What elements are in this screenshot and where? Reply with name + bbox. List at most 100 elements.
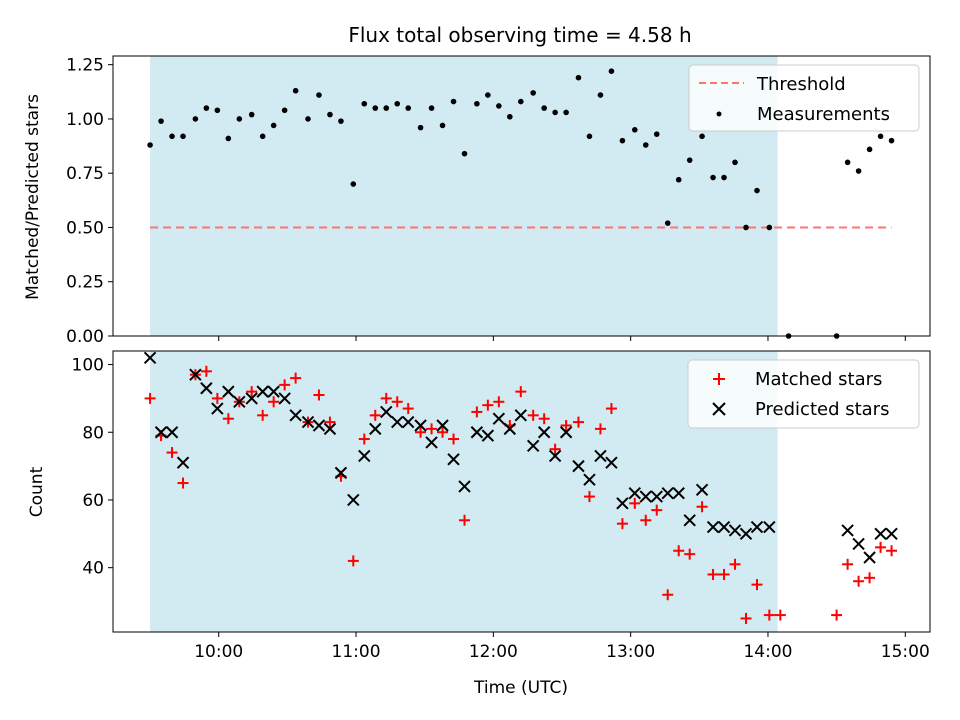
- matched-star-point: [583, 491, 595, 503]
- matched-star-point: [707, 568, 719, 580]
- y-tick-label: 0.75: [66, 164, 104, 184]
- legend-predicted-label: Predicted stars: [755, 399, 889, 420]
- legend-measurements-swatch: [716, 111, 722, 117]
- predicted-star-point: [583, 473, 596, 486]
- predicted-star-point: [289, 409, 302, 422]
- predicted-star-point: [616, 497, 629, 510]
- predicted-star-point: [605, 456, 618, 469]
- predicted-star-point: [301, 415, 315, 429]
- x-tick-label: 15:00: [881, 642, 930, 662]
- matched-star-point: [763, 609, 775, 621]
- matched-star-point: [751, 579, 763, 591]
- observing-window-rect: [150, 351, 778, 632]
- predicted-star-point: [323, 422, 337, 436]
- matched-star-points: [144, 365, 898, 624]
- predicted-star-point: [594, 449, 607, 463]
- measurement-point: [710, 174, 716, 181]
- measurement-point: [888, 137, 895, 144]
- matched-star-point: [560, 419, 572, 431]
- measurement-point: [552, 109, 558, 116]
- predicted-star-point: [492, 412, 506, 425]
- matched-star-point: [842, 558, 854, 570]
- matched-star-point: [673, 545, 685, 557]
- measurement-point: [686, 157, 693, 163]
- measurement-point: [563, 109, 569, 116]
- matched-star-point: [493, 396, 505, 408]
- matched-star-point: [290, 372, 302, 384]
- predicted-star-point: [885, 527, 898, 541]
- predicted-star-point: [661, 486, 674, 500]
- predicted-star-point: [852, 537, 865, 551]
- measurement-point: [439, 122, 446, 129]
- matched-star-point: [200, 365, 212, 377]
- chart-title: Flux total observing time = 4.58 h: [348, 23, 691, 47]
- measurement-point: [203, 105, 210, 111]
- ratio-panel: 0.00 0.25 0.50 0.75 1.00 1.25 Matched/Predict…: [23, 55, 931, 347]
- matched-star-point: [662, 589, 674, 601]
- matched-star-point: [471, 406, 483, 418]
- predicted-star-point: [481, 429, 495, 442]
- predicted-star-point: [233, 395, 246, 408]
- predicted-star-point: [639, 490, 652, 503]
- measurement-point: [259, 133, 266, 140]
- measurement-point: [675, 176, 682, 183]
- predicted-star-point: [278, 392, 291, 405]
- y-tick-label: 0.00: [66, 327, 104, 347]
- legend-measurements-label: Measurements: [757, 104, 890, 125]
- measurement-point: [180, 133, 186, 140]
- x-axis-label: Time (UTC): [473, 678, 568, 698]
- predicted-star-point: [436, 419, 449, 432]
- measurement-point: [877, 133, 884, 140]
- predicted-star-point: [503, 422, 517, 436]
- measurement-point: [236, 116, 243, 122]
- predicted-star-point: [334, 466, 348, 480]
- predicted-star-point: [750, 520, 764, 534]
- predicted-star-point: [380, 405, 393, 419]
- matched-star-point: [740, 612, 752, 624]
- predicted-star-point: [728, 524, 742, 537]
- legend-predicted-swatch: [712, 402, 726, 416]
- measurement-point: [642, 142, 649, 148]
- predicted-star-point: [650, 490, 663, 503]
- predicted-star-point: [863, 551, 876, 564]
- predicted-star-point: [347, 493, 360, 507]
- measurement-point: [450, 98, 457, 105]
- measurement-point: [327, 111, 333, 118]
- ratio-y-axis-label: Matched/Predicted stars: [23, 94, 43, 300]
- measurement-point: [631, 126, 638, 133]
- x-tick-label: 11:00: [332, 642, 381, 662]
- measurement-point: [507, 113, 513, 120]
- measurement-point: [372, 105, 379, 111]
- x-tick-label: 14:00: [743, 642, 792, 662]
- matched-star-point: [459, 514, 471, 526]
- measurement-point: [597, 92, 604, 98]
- measurement-point: [281, 107, 288, 114]
- matched-star-point: [211, 392, 223, 404]
- matched-star-point: [144, 392, 156, 404]
- matched-star-point: [257, 409, 269, 421]
- matched-star-point: [594, 423, 606, 435]
- predicted-star-point: [514, 409, 528, 422]
- predicted-star-points: [143, 351, 898, 564]
- predicted-star-point: [559, 426, 573, 439]
- predicted-star-point: [267, 385, 280, 398]
- measurement-point: [214, 107, 221, 114]
- predicted-star-point: [176, 456, 190, 469]
- matched-star-point: [380, 392, 392, 404]
- measurement-point: [653, 131, 660, 137]
- predicted-star-point: [391, 415, 404, 429]
- matched-star-point: [246, 386, 258, 398]
- matched-star-point: [886, 545, 898, 557]
- matched-star-point: [864, 572, 876, 584]
- measurement-point: [248, 111, 255, 118]
- legend-matched-label: Matched stars: [755, 369, 882, 390]
- matched-star-point: [279, 379, 291, 391]
- measurement-point: [619, 137, 626, 144]
- measurement-point: [474, 100, 480, 107]
- measurement-point: [664, 220, 671, 226]
- y-tick-label: 40: [82, 559, 104, 579]
- predicted-star-point: [683, 514, 696, 527]
- matched-star-point: [605, 403, 617, 415]
- measurement-point: [428, 105, 435, 111]
